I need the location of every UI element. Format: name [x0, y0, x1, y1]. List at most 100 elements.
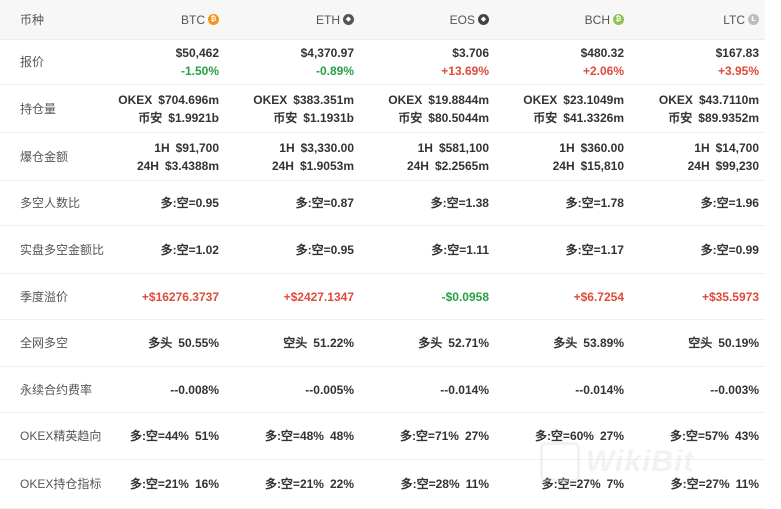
price-cell: $50,462 -1.50% [104, 40, 225, 85]
liquidation-source: 1H [279, 140, 295, 155]
coin-name: ETH [316, 12, 340, 27]
row-label-network-long-short: 全网多空 [0, 320, 104, 367]
open-interest-value: $41.3326m [563, 110, 624, 125]
elite-trend-cell: 多:空=44% 51% [104, 413, 225, 460]
elite-trend-ratio: 多:空=48% [264, 429, 324, 443]
long-short-amount-value: 多:空=1.02 [160, 242, 219, 257]
open-interest-line-1: OKEX $383.351m [253, 91, 354, 109]
liquidation-value: $14,700 [715, 140, 759, 155]
network-pair: 多头 50.55% [148, 334, 219, 352]
liquidation-value: $1.9053m [299, 158, 354, 173]
eth-coin-icon: ◆ [343, 14, 354, 25]
liquidation-source: 24H [687, 158, 710, 173]
network-pair: 多头 53.89% [553, 334, 624, 352]
row-label-funding-rate: 永续合约费率 [0, 367, 104, 413]
long-short-people-value: 多:空=1.96 [700, 196, 759, 210]
liquidation-line-1: 1H $91,700 [154, 139, 219, 157]
network-pct: 53.89% [583, 336, 624, 350]
position-index-pair: 多:空=27% 7% [542, 475, 624, 493]
network-pair: 空头 51.22% [283, 334, 354, 352]
coin-heading: LTC Ł [723, 11, 759, 29]
liquidation-cell: 1H $91,700 24H $3.4388m [104, 133, 225, 181]
liquidation-cell: 1H $360.00 24H $15,810 [495, 133, 630, 181]
network-cell: 多头 50.55% [104, 320, 225, 367]
premium-cell: +$2427.1347 [225, 274, 360, 320]
price-change: -0.89% [315, 64, 354, 78]
network-side: 多头 [553, 336, 578, 350]
row-label-long-short-amount: 实盘多空金额比 [0, 226, 104, 274]
long-short-people-cell: 多:空=0.95 [104, 181, 225, 226]
long-short-people-value: 多:空=0.87 [295, 196, 354, 210]
funding-rate-value: --0.003% [710, 382, 759, 397]
network-cell: 空头 51.22% [225, 320, 360, 367]
liquidation-cell: 1H $581,100 24H $2.2565m [360, 133, 495, 181]
premium-value: +$35.5973 [701, 289, 759, 304]
elite-trend-pair: 多:空=60% 27% [535, 427, 624, 445]
elite-trend-pct: 43% [734, 429, 759, 443]
elite-trend-pct: 48% [329, 429, 354, 443]
open-interest-line-2: 币安 $89.9352m [668, 109, 759, 127]
elite-trend-pair: 多:空=44% 51% [130, 427, 219, 445]
header-coin-bch[interactable]: BCH ₿ [495, 0, 630, 40]
position-index-cell: 多:空=27% 11% [630, 460, 765, 509]
coin-name: LTC [723, 12, 745, 27]
liquidation-value: $15,810 [580, 158, 624, 173]
open-interest-cell: OKEX $383.351m 币安 $1.1931b [225, 85, 360, 133]
funding-rate-cell: --0.003% [630, 367, 765, 413]
row-label-long-short-people: 多空人数比 [0, 181, 104, 226]
elite-trend-ratio: 多:空=60% [534, 429, 594, 443]
liquidation-line-2: 24H $3.4388m [137, 157, 219, 175]
coin-name: EOS [449, 12, 475, 27]
position-index-pct: 16% [194, 477, 219, 491]
position-index-pair: 多:空=27% 11% [671, 475, 759, 493]
position-index-ratio: 多:空=27% [670, 477, 730, 491]
network-pair: 空头 50.19% [688, 334, 759, 352]
price-cell: $3.706 +13.69% [360, 40, 495, 85]
open-interest-source: OKEX [658, 92, 693, 107]
network-cell: 空头 50.19% [630, 320, 765, 367]
bch-coin-icon: ₿ [613, 14, 624, 25]
elite-trend-pair: 多:空=57% 43% [670, 427, 759, 445]
liquidation-value: $99,230 [715, 158, 759, 173]
position-index-cell: 多:空=21% 22% [225, 460, 360, 509]
liquidation-line-2: 24H $99,230 [688, 157, 759, 175]
price-value: $167.83 [715, 46, 759, 60]
network-cell: 多头 53.89% [495, 320, 630, 367]
elite-trend-cell: 多:空=60% 27% [495, 413, 630, 460]
row-label-elite-trend: OKEX精英趋向 [0, 413, 104, 460]
price-change: +13.69% [441, 64, 489, 78]
header-coin-btc[interactable]: BTC ₿ [104, 0, 225, 40]
long-short-amount-cell: 多:空=1.17 [495, 226, 630, 274]
open-interest-cell: OKEX $43.7110m 币安 $89.9352m [630, 85, 765, 133]
network-pct: 50.19% [718, 336, 759, 350]
long-short-amount-value: 多:空=1.17 [565, 242, 624, 257]
network-cell: 多头 52.71% [360, 320, 495, 367]
open-interest-source: 币安 [398, 110, 423, 125]
btc-coin-icon: ₿ [208, 14, 219, 25]
ltc-coin-icon: Ł [748, 14, 759, 25]
position-index-pair: 多:空=28% 11% [401, 475, 489, 493]
coin-heading: BCH ₿ [585, 11, 624, 29]
elite-trend-pair: 多:空=48% 48% [265, 427, 354, 445]
liquidation-value: $360.00 [580, 140, 624, 155]
position-index-ratio: 多:空=21% [129, 477, 189, 491]
funding-rate-cell: --0.014% [495, 367, 630, 413]
liquidation-source: 1H [694, 140, 710, 155]
header-coin-eos[interactable]: EOS ◆ [360, 0, 495, 40]
liquidation-value: $3.4388m [164, 158, 219, 173]
header-coin-ltc[interactable]: LTC Ł [630, 0, 765, 40]
open-interest-value: $383.351m [293, 92, 354, 107]
elite-trend-ratio: 多:空=57% [669, 429, 729, 443]
liquidation-value: $91,700 [175, 140, 219, 155]
open-interest-cell: OKEX $704.696m 币安 $1.9921b [104, 85, 225, 133]
price-value: $480.32 [580, 46, 624, 60]
funding-rate-cell: --0.005% [225, 367, 360, 413]
open-interest-cell: OKEX $23.1049m 币安 $41.3326m [495, 85, 630, 133]
price-value: $50,462 [175, 46, 219, 60]
liquidation-source: 1H [417, 140, 433, 155]
header-coin-eth[interactable]: ETH ◆ [225, 0, 360, 40]
premium-value: +$2427.1347 [283, 289, 354, 304]
position-index-pct: 11% [735, 477, 759, 491]
long-short-amount-cell: 多:空=0.95 [225, 226, 360, 274]
position-index-ratio: 多:空=28% [400, 477, 460, 491]
